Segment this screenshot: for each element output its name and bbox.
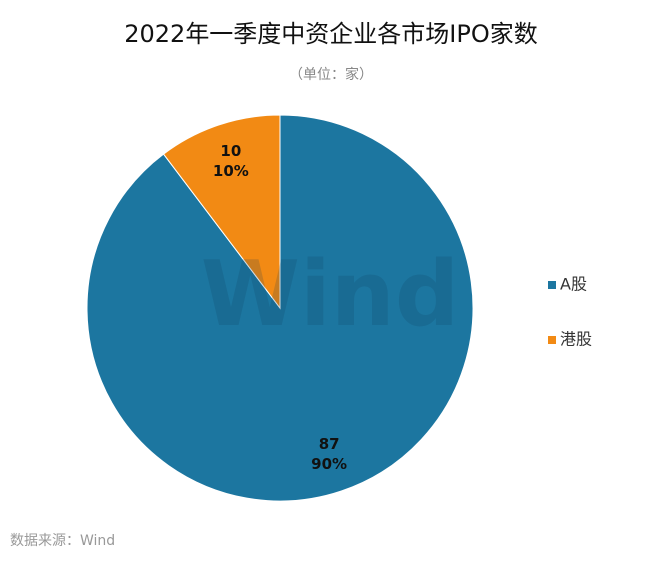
legend-swatch xyxy=(548,281,556,289)
watermark: Wind xyxy=(201,242,460,347)
percent-label: 10% xyxy=(213,162,249,180)
pie-slice xyxy=(162,114,281,310)
percent-label: 90% xyxy=(311,455,347,473)
data-label: 10 xyxy=(220,142,241,160)
legend-label: 港股 xyxy=(560,330,592,349)
source-note: 数据来源：Wind xyxy=(10,533,115,549)
chart-subtitle: （单位：家） xyxy=(289,66,373,83)
legend-label: A股 xyxy=(560,275,587,294)
chart-title: 2022年一季度中资企业各市场IPO家数 xyxy=(124,20,538,48)
legend-swatch xyxy=(548,336,556,344)
data-label: 87 xyxy=(319,435,340,453)
pie xyxy=(86,114,474,502)
